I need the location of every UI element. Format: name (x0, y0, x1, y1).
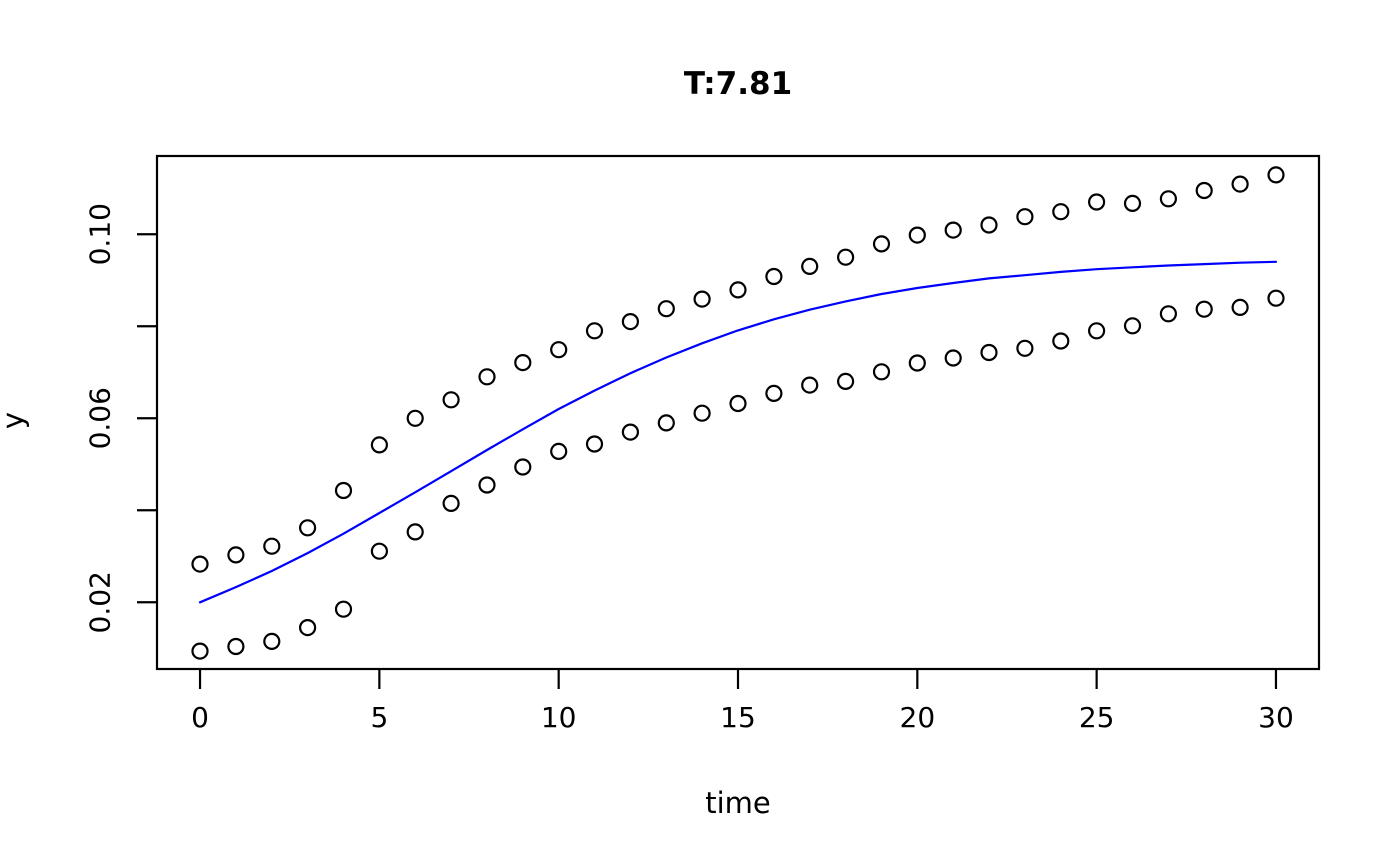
upper-band-points-marker (944, 221, 962, 239)
upper-band-points-marker (585, 322, 604, 340)
lower-band-points-marker (801, 376, 819, 394)
upper-band-points-marker (442, 391, 460, 409)
chart-title: T:7.81 (683, 66, 793, 102)
x-tick-label: 15 (720, 701, 756, 734)
lower-band-points-marker (478, 476, 496, 494)
upper-band-points-marker (908, 226, 926, 244)
upper-band-points-marker (729, 281, 747, 299)
lower-band-points-marker (263, 632, 281, 651)
x-tick-label: 25 (1079, 701, 1115, 734)
lower-band-points-marker (1123, 317, 1142, 335)
upper-band-points-marker (801, 257, 819, 275)
upper-band-points-marker (1052, 203, 1070, 221)
lower-band-points-marker (1159, 305, 1178, 323)
x-tick-label: 10 (541, 701, 577, 734)
upper-band-points-marker (334, 481, 353, 500)
lower-band-points-marker (1267, 289, 1285, 307)
lower-band-points-marker (1195, 300, 1213, 318)
upper-band-points-marker (1195, 181, 1213, 200)
lower-band-points-marker (585, 435, 604, 453)
x-tick-label: 0 (191, 701, 209, 734)
upper-band-points-marker (299, 519, 317, 537)
lower-band-points-marker (514, 458, 532, 476)
upper-band-points-marker (1016, 208, 1034, 226)
x-tick-label: 20 (900, 701, 936, 734)
lower-band-points-marker (550, 442, 568, 460)
upper-band-points-marker (406, 409, 424, 427)
fitted-line (198, 260, 1278, 604)
upper-band-points-marker (872, 235, 891, 253)
upper-band-points-marker (1231, 175, 1249, 193)
upper-band-points-marker (514, 354, 532, 372)
lower-band-points-marker (657, 414, 675, 432)
upper-band-points-marker (191, 555, 209, 573)
lower-band-points-marker (1052, 332, 1070, 350)
upper-band-points-marker (370, 436, 388, 454)
upper-band-points-marker (693, 290, 711, 308)
x-axis-label: time (705, 786, 771, 820)
lower-band-points-marker (693, 404, 711, 422)
upper-band-points-marker (1087, 193, 1106, 211)
lower-band-points-marker (191, 642, 209, 660)
lower-band-points-marker (980, 343, 998, 362)
y-tick-label: 0.06 (84, 387, 117, 449)
lower-band-points-marker (836, 372, 855, 390)
lower-band-points-marker (621, 423, 640, 441)
lower-band-points-marker (442, 494, 460, 512)
lower-band-points-marker (729, 394, 747, 413)
lower-band-points-marker (334, 600, 353, 618)
lower-band-points-marker (765, 384, 783, 402)
upper-band-points-marker (621, 313, 640, 331)
upper-band-points-marker (550, 341, 568, 359)
lower-band-points-marker (1231, 298, 1249, 316)
upper-band-points-marker (980, 216, 998, 234)
x-tick-label: 30 (1258, 701, 1294, 734)
upper-band-points-marker (765, 267, 783, 286)
lower-band-points-marker (299, 618, 317, 637)
lower-band-points-marker (872, 363, 891, 381)
lower-band-points-marker (370, 542, 388, 560)
lower-band-points-marker (406, 523, 424, 541)
upper-band-points-marker (227, 546, 245, 564)
y-tick-label: 0.02 (84, 571, 117, 633)
upper-band-points-marker (1267, 166, 1285, 184)
lower-band-points-marker (1016, 339, 1034, 357)
lower-band-points-marker (944, 349, 962, 367)
x-tick-label: 5 (370, 701, 388, 734)
upper-band-points-marker (478, 368, 496, 386)
upper-band-points-marker (1159, 190, 1178, 208)
upper-band-points-marker (263, 537, 281, 555)
lower-band-points-marker (1087, 322, 1106, 340)
upper-band-points-marker (836, 248, 855, 266)
y-tick-label: 0.10 (84, 203, 117, 265)
lower-band-points-marker (908, 354, 926, 372)
plot-box (155, 154, 1321, 671)
upper-band-points-marker (1123, 194, 1142, 212)
upper-band-points-marker (657, 300, 675, 318)
lower-band-points-marker (227, 637, 245, 656)
